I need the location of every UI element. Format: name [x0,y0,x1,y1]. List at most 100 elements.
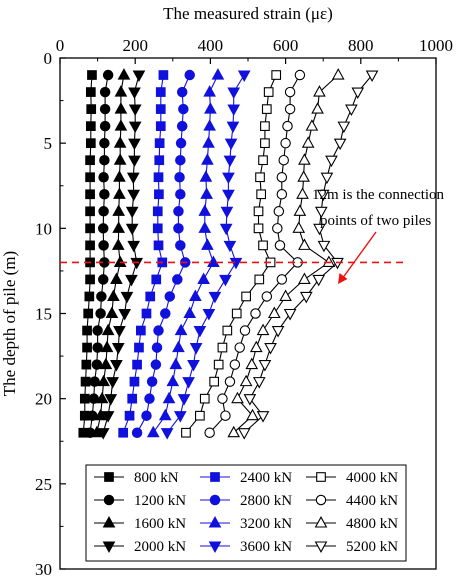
data-point [87,70,97,80]
legend-label: 2800 kN [240,493,292,509]
data-point [94,408,107,421]
data-point [293,204,307,216]
data-point [299,291,313,304]
data-point [322,255,336,267]
legend-item: 4000 kN [306,470,398,486]
data-point [154,155,165,166]
data-point [280,137,291,149]
data-point [313,85,326,97]
data-point [85,138,96,149]
legend-item: 800 kN [94,470,179,486]
data-point [102,69,114,81]
data-point [172,274,183,285]
series-line [166,74,245,434]
data-point [207,255,220,267]
data-point [178,103,189,115]
data-point [253,206,264,217]
data-point [195,410,205,421]
data-point [118,427,129,438]
data-point [199,170,213,182]
data-point [325,155,338,168]
data-point [106,377,119,389]
data-point [219,274,232,287]
data-point [294,69,306,81]
y-tick-label: 30 [35,560,52,577]
legend-label: 4000 kN [346,470,398,486]
data-point [160,308,171,319]
legend-marker [102,516,116,528]
data-point [254,274,265,285]
legend-label: 5200 kN [346,539,398,555]
y-tick-label: 10 [35,219,52,238]
data-point [97,223,109,234]
data-point [169,357,183,370]
data-point [112,204,125,216]
data-point [125,274,138,287]
legend-marker [314,541,328,553]
data-point [154,189,164,200]
data-point [234,342,245,353]
data-point [184,69,195,81]
y-tick-label: 25 [35,475,52,494]
data-point [92,325,103,336]
data-point [255,172,265,183]
data-point [203,85,216,97]
data-point [231,391,244,404]
data-point [258,155,268,166]
series [204,69,306,438]
data-point [229,257,243,270]
data-point [213,359,224,370]
legend-item: 3600 kN [200,539,292,555]
legend-item: 3200 kN [200,516,292,532]
data-point [81,359,92,370]
data-point [151,342,163,353]
data-point [85,121,96,131]
data-point [211,68,225,80]
data-point [92,342,103,353]
data-point [279,289,292,302]
data-point [222,172,235,185]
data-point [292,221,306,233]
legend-marker [208,541,222,553]
data-point [243,394,257,406]
data-point [85,274,95,285]
data-point [217,393,228,404]
data-point [111,238,125,250]
data-point [250,308,261,319]
data-point [283,308,297,321]
data-point [200,187,213,199]
series [78,70,97,438]
data-point [174,323,188,336]
data-point [276,171,288,183]
data-point [141,308,152,319]
data-point [105,306,119,319]
legend-box [85,464,407,562]
data-point [264,343,277,355]
data-point [83,308,94,319]
data-point [98,171,109,183]
data-point [298,272,311,284]
series [227,68,345,438]
y-tick-label: 15 [35,305,52,324]
series [96,70,146,440]
data-point [239,374,253,387]
legend-label: 4800 kN [346,516,398,532]
data-point [85,87,96,97]
data-point [263,87,274,97]
legend-marker [103,494,115,506]
series-line [96,74,125,433]
data-point [193,325,207,338]
annotation-arrow-shaft [341,231,377,280]
x-tick-label: 0 [56,36,65,55]
data-point [104,394,118,406]
data-point [141,410,152,421]
data-point [253,223,264,234]
data-point [95,308,106,319]
data-point [126,172,140,185]
data-point [317,240,331,253]
data-point [85,223,95,234]
data-point [175,240,186,251]
data-point [199,393,210,404]
data-point [260,121,270,131]
data-point [222,189,235,202]
